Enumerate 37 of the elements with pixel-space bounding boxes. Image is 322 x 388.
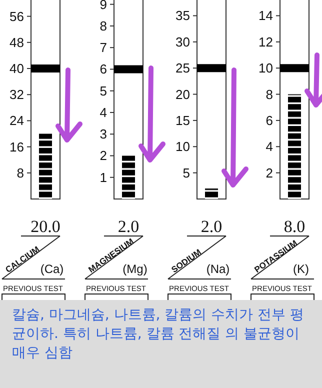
data-label: 20.0 bbox=[30, 217, 60, 236]
y-tick-label: 25 bbox=[176, 60, 190, 76]
y-tick-label: 35 bbox=[176, 8, 190, 24]
y-tick-label: 15 bbox=[176, 112, 190, 128]
y-tick-label: 56 bbox=[10, 8, 24, 24]
y-tick-label: 14 bbox=[258, 8, 273, 24]
y-tick-label: 1 bbox=[100, 170, 107, 185]
y-tick-label: 7 bbox=[100, 40, 107, 56]
y-tick-label: 10 bbox=[258, 60, 273, 76]
text: 칼슘, 마그네슘, 나트륨, 칼륨의 수치가 전부 평균이하. 특히 나트륨, 칼륨 전해질 의 불균형이 매우 심함 bbox=[12, 306, 306, 363]
y-tick-label: 2 bbox=[266, 165, 273, 180]
y-tick-label: 3 bbox=[100, 126, 107, 142]
y-tick-label: 32 bbox=[10, 87, 24, 102]
text: (Na) bbox=[206, 262, 230, 276]
y-tick-label: 6 bbox=[100, 62, 107, 77]
y-tick-label: 30 bbox=[176, 34, 190, 50]
y-tick-label: 8 bbox=[100, 18, 107, 34]
text: (Ca) bbox=[40, 262, 64, 276]
y-tick-label: 8 bbox=[266, 86, 273, 102]
y-tick-label: 5 bbox=[182, 165, 190, 180]
y-tick-label: 8 bbox=[16, 165, 24, 180]
y-tick-label: 48 bbox=[10, 34, 24, 50]
data-label: 2.0 bbox=[200, 217, 222, 236]
data-label: 8.0 bbox=[284, 217, 306, 236]
y-tick-label: 9 bbox=[100, 0, 107, 12]
y-tick-label: 16 bbox=[10, 139, 24, 154]
y-tick-label: 12 bbox=[258, 34, 273, 50]
y-tick-label: 4 bbox=[266, 139, 273, 154]
data-label: 2.0 bbox=[118, 217, 140, 236]
y-tick-label: 20 bbox=[176, 86, 190, 102]
y-tick-label: 2 bbox=[100, 148, 107, 164]
y-tick-label: 4 bbox=[100, 104, 107, 120]
y-tick-label: 10 bbox=[176, 139, 190, 154]
y-tick-label: 6 bbox=[266, 112, 273, 128]
y-tick-label: 40 bbox=[10, 61, 24, 76]
y-tick-label: 5 bbox=[100, 83, 107, 98]
y-tick-label: 24 bbox=[10, 113, 24, 128]
